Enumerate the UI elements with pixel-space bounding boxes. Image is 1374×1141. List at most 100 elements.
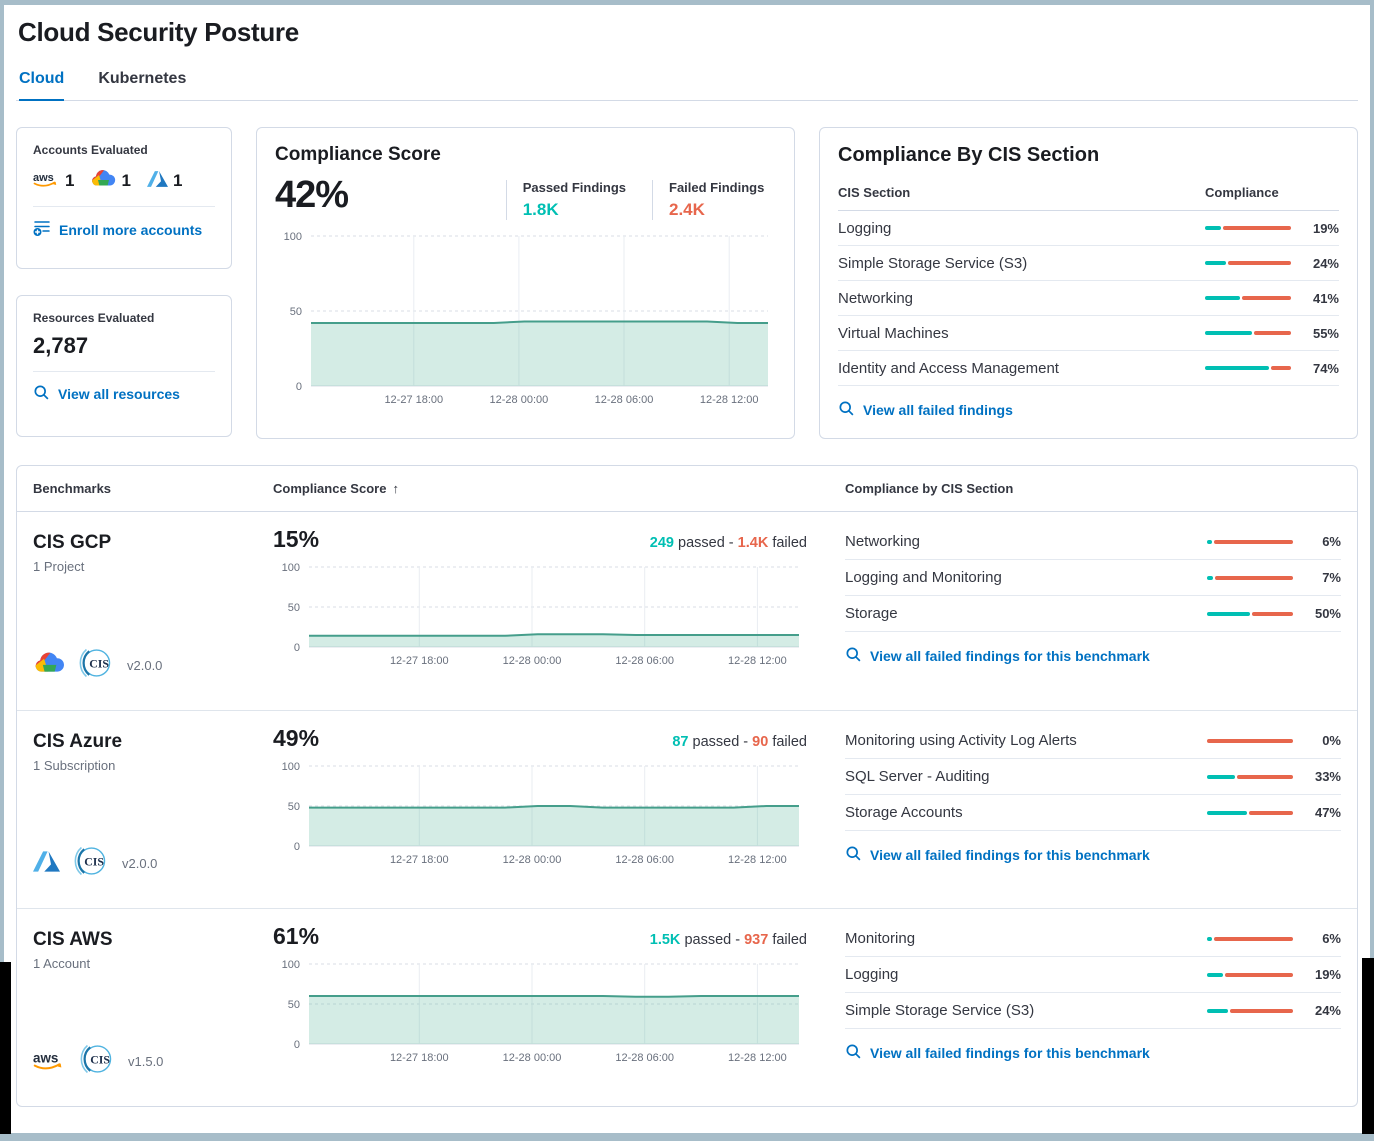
compliance-bar-group: 55% <box>1205 326 1339 341</box>
view-failed-findings-link[interactable]: View all failed findings <box>838 400 1013 420</box>
benchmark-score-line: 49% 87 passed - 90 failed <box>273 725 807 752</box>
black-strip-left <box>0 962 11 1134</box>
tab-cloud[interactable]: Cloud <box>19 70 65 101</box>
black-strip-right <box>1362 958 1374 1134</box>
tab-bar: Cloud Kubernetes <box>16 70 1358 101</box>
page-title: Cloud Security Posture <box>18 17 299 47</box>
passed-findings-value: 1.8K <box>522 200 559 219</box>
svg-text:100: 100 <box>282 562 300 574</box>
svg-text:12-28 00:00: 12-28 00:00 <box>503 1052 562 1064</box>
benchmark-cis-sections: Monitoring 6% Logging 19% Simple Storage… <box>833 919 1341 1086</box>
svg-text:0: 0 <box>296 381 302 393</box>
benchmark-row-cis-gcp: CIS GCP 1 Project CIS v2.0.0 15% 249 pas… <box>17 512 1357 710</box>
failed-word: failed <box>772 734 807 750</box>
svg-text:12-27 18:00: 12-27 18:00 <box>390 854 449 866</box>
compliance-percent: 7% <box>1322 570 1341 585</box>
findings-stats: Passed Findings 1.8K Failed Findings 2.4… <box>505 180 770 220</box>
passed-findings-stat: Passed Findings 1.8K <box>505 180 626 220</box>
compliance-bar-group: 6% <box>1207 534 1341 549</box>
benchmark-score-value: 15% <box>273 526 320 552</box>
svg-text:12-28 12:00: 12-28 12:00 <box>728 655 787 667</box>
compliance-bar-group: 0% <box>1207 733 1341 748</box>
search-icon <box>845 1043 862 1063</box>
sort-ascending-icon: ↑ <box>392 481 399 496</box>
cis-section-name: Simple Storage Service (S3) <box>838 254 1028 272</box>
passed-findings-label: Passed Findings <box>522 180 626 195</box>
cis-logo-icon: CIS <box>80 1041 114 1082</box>
svg-text:CIS: CIS <box>84 855 104 869</box>
gcp-icon <box>90 169 116 193</box>
svg-text:50: 50 <box>288 602 300 614</box>
cis-section-row: Logging 19% <box>845 957 1341 993</box>
cis-section-row: SQL Server - Auditing 33% <box>845 759 1341 795</box>
azure-account-count: 1 <box>146 170 182 193</box>
compliance-percent: 6% <box>1322 534 1341 549</box>
benchmarks-table: Benchmarks Compliance Score ↑ Compliance … <box>16 465 1358 1107</box>
view-resources-link[interactable]: View all resources <box>33 384 180 404</box>
benchmarks-column-header: Benchmarks <box>33 481 112 496</box>
compliance-bar <box>1207 936 1293 941</box>
compliance-percent: 47% <box>1314 805 1341 820</box>
cis-sections-column-header: Compliance by CIS Section <box>845 481 1014 496</box>
cis-section-row: Identity and Access Management 74% <box>838 351 1339 386</box>
benchmark-version: v2.0.0 <box>122 856 158 871</box>
benchmark-score-value: 49% <box>273 725 320 751</box>
compliance-bar-group: 74% <box>1205 361 1339 376</box>
view-benchmark-failed-findings-link[interactable]: View all failed findings for this benchm… <box>845 1043 1341 1063</box>
compliance-percent: 19% <box>1312 220 1339 236</box>
compliance-bar <box>1205 366 1291 370</box>
cis-section-name: Storage Accounts <box>845 804 963 821</box>
cis-section-column-header: CIS Section <box>838 185 911 200</box>
benchmark-cis-sections: Networking 6% Logging and Monitoring 7% … <box>833 522 1341 690</box>
compliance-by-cis-card: Compliance By CIS Section CIS Section Co… <box>819 127 1358 439</box>
svg-text:100: 100 <box>284 231 302 243</box>
cis-section-row: Logging and Monitoring 7% <box>845 560 1341 596</box>
cis-section-name: Virtual Machines <box>838 324 949 342</box>
benchmark-info: CIS Azure 1 Subscription CIS v2.0.0 <box>33 721 273 888</box>
failed-count: 937 <box>744 932 769 948</box>
compliance-percent: 0% <box>1322 733 1341 748</box>
benchmark-score-cell: 49% 87 passed - 90 failed 100 50 0 12-27 18… <box>273 721 833 888</box>
compliance-bar <box>1205 261 1291 265</box>
view-benchmark-failed-findings-link[interactable]: View all failed findings for this benchm… <box>845 646 1341 666</box>
compliance-bar-group: 24% <box>1207 1003 1341 1018</box>
accounts-evaluated-card: Accounts Evaluated aws 1 1 1 <box>16 127 232 269</box>
cis-section-row: Monitoring using Activity Log Alerts 0% <box>845 723 1341 759</box>
svg-text:50: 50 <box>290 306 302 318</box>
view-resources-label: View all resources <box>58 386 180 402</box>
compliance-percent: 19% <box>1314 967 1341 982</box>
failed-count: 1.4K <box>737 535 769 551</box>
svg-text:12-28 00:00: 12-28 00:00 <box>503 655 562 667</box>
benchmark-passed-failed: 249 passed - 1.4K failed <box>650 535 807 551</box>
failed-word: failed <box>772 932 807 948</box>
failed-count: 90 <box>752 734 769 750</box>
search-icon <box>845 845 862 865</box>
view-benchmark-failed-findings-link[interactable]: View all failed findings for this benchm… <box>845 845 1341 865</box>
compliance-percent: 50% <box>1314 606 1341 621</box>
cis-section-row: Monitoring 6% <box>845 921 1341 957</box>
compliance-percent: 74% <box>1312 360 1339 376</box>
cis-section-row: Simple Storage Service (S3) 24% <box>845 993 1341 1029</box>
compliance-bar <box>1207 972 1293 977</box>
failed-findings-label: Failed Findings <box>669 180 765 195</box>
passed-word: passed - <box>692 734 749 750</box>
compliance-score-column-header[interactable]: Compliance Score ↑ <box>273 481 833 496</box>
svg-text:12-28 06:00: 12-28 06:00 <box>615 1052 674 1064</box>
compliance-bar <box>1207 611 1293 616</box>
score-summary-row: 42% Passed Findings 1.8K Failed Findings… <box>275 174 776 220</box>
compliance-score-card: Compliance Score 42% Passed Findings 1.8… <box>256 127 795 439</box>
benchmark-score-line: 61% 1.5K passed - 937 failed <box>273 923 807 950</box>
tab-kubernetes[interactable]: Kubernetes <box>98 70 187 87</box>
enroll-accounts-link[interactable]: Enroll more accounts <box>33 219 202 240</box>
benchmark-row-cis-aws: CIS AWS 1 Account aws CIS v1.5.0 61% 1.5… <box>17 908 1357 1106</box>
gcp-account-count: 1 <box>90 169 131 193</box>
benchmark-info: CIS GCP 1 Project CIS v2.0.0 <box>33 522 273 690</box>
passed-count: 1.5K <box>649 932 681 948</box>
compliance-column-header: Compliance <box>1205 185 1279 200</box>
compliance-bar-group: 7% <box>1207 570 1341 585</box>
cis-table-header: CIS Section Compliance <box>838 185 1339 211</box>
svg-text:100: 100 <box>282 959 300 971</box>
search-icon <box>845 646 862 666</box>
resources-count: 2,787 <box>33 333 89 358</box>
svg-text:12-28 12:00: 12-28 12:00 <box>728 1052 787 1064</box>
